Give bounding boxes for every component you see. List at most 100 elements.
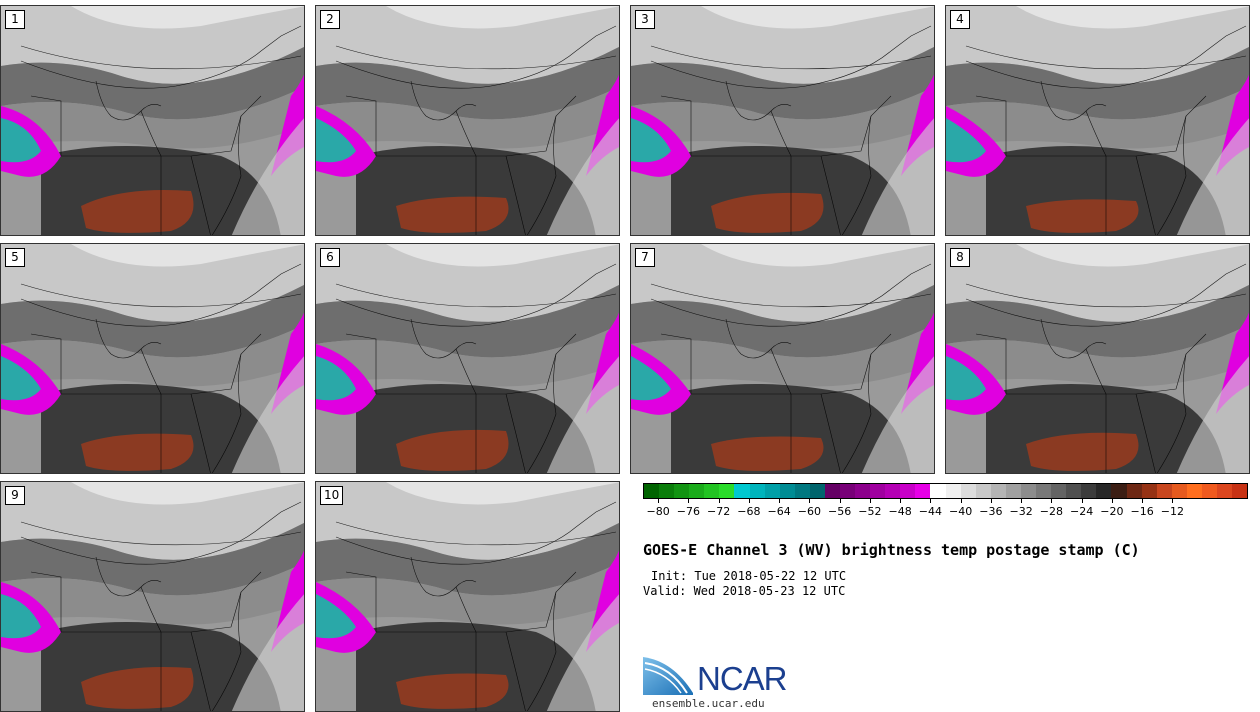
- colorbar-tick: [960, 499, 962, 503]
- colorbar-tick: [869, 499, 871, 503]
- colorbar-swatch: [719, 484, 735, 498]
- website-link[interactable]: ensemble.ucar.edu: [652, 697, 765, 710]
- map-panel: 2: [315, 5, 620, 236]
- colorbar-tick: [779, 499, 781, 503]
- init-time: Init: Tue 2018-05-22 12 UTC: [651, 569, 847, 583]
- colorbar-tick: [718, 499, 720, 503]
- colorbar-swatch: [659, 484, 675, 498]
- colorbar-tick-label: −40: [949, 505, 973, 518]
- panel-number: 3: [635, 10, 655, 29]
- water-vapor-map: [631, 6, 934, 235]
- colorbar: [643, 483, 1248, 499]
- map-panel: 3: [630, 5, 935, 236]
- colorbar-swatch: [885, 484, 901, 498]
- colorbar-swatch: [930, 484, 946, 498]
- panel-number: 10: [320, 486, 344, 505]
- water-vapor-map: [1, 244, 304, 473]
- colorbar-swatch: [1066, 484, 1082, 498]
- colorbar-tick-label: −16: [1130, 505, 1154, 518]
- figure-title: GOES-E Channel 3 (WV) brightness temp po…: [643, 541, 1140, 559]
- map-panel: 8: [945, 243, 1250, 474]
- colorbar-swatch: [1186, 484, 1202, 498]
- colorbar-tick: [809, 499, 811, 503]
- colorbar-tick-label: −12: [1160, 505, 1184, 518]
- map-panel: 9: [0, 481, 305, 712]
- colorbar-tick-label: −32: [1009, 505, 1033, 518]
- colorbar-swatch: [1216, 484, 1233, 498]
- water-vapor-map: [316, 6, 619, 235]
- colorbar-swatch: [915, 484, 931, 498]
- colorbar-swatch: [840, 484, 856, 498]
- colorbar-tick: [1021, 499, 1023, 503]
- colorbar-swatch: [689, 484, 705, 498]
- colorbar-swatch: [1081, 484, 1097, 498]
- map-panel: 6: [315, 243, 620, 474]
- valid-time: Valid: Wed 2018-05-23 12 UTC: [643, 584, 846, 598]
- colorbar-swatch: [809, 484, 825, 498]
- panel-number: 1: [5, 10, 25, 29]
- panel-number: 2: [320, 10, 340, 29]
- colorbar-swatch: [1036, 484, 1052, 498]
- water-vapor-map: [316, 482, 619, 711]
- ncar-logo-text: NCAR: [697, 660, 788, 697]
- colorbar-swatch: [1126, 484, 1142, 498]
- colorbar-swatch: [1096, 484, 1112, 498]
- colorbar-swatch: [1141, 484, 1157, 498]
- colorbar-tick: [900, 499, 902, 503]
- colorbar-tick-label: −20: [1100, 505, 1124, 518]
- colorbar-tick: [1051, 499, 1053, 503]
- colorbar-tick: [1172, 499, 1174, 503]
- colorbar-swatch: [855, 484, 871, 498]
- panel-number: 6: [320, 248, 340, 267]
- colorbar-tick-label: −44: [918, 505, 942, 518]
- map-panel: 10: [315, 481, 620, 712]
- water-vapor-map: [946, 6, 1249, 235]
- panel-number: 5: [5, 248, 25, 267]
- panel-number: 9: [5, 486, 25, 505]
- map-panel: 5: [0, 243, 305, 474]
- colorbar-tick: [990, 499, 992, 503]
- panel-number: 8: [950, 248, 970, 267]
- colorbar-swatch: [945, 484, 961, 498]
- colorbar-tick: [658, 499, 660, 503]
- colorbar-swatch: [1020, 484, 1037, 498]
- map-panel: 7: [630, 243, 935, 474]
- colorbar-swatch: [749, 484, 765, 498]
- colorbar-swatch: [704, 484, 720, 498]
- panel-number: 7: [635, 248, 655, 267]
- ncar-logo-icon: [643, 657, 693, 695]
- colorbar-swatch: [1232, 484, 1248, 498]
- water-vapor-map: [631, 244, 934, 473]
- colorbar-swatch: [870, 484, 886, 498]
- colorbar-swatch: [644, 484, 660, 498]
- colorbar-swatch: [990, 484, 1006, 498]
- colorbar-tick-label: −52: [858, 505, 882, 518]
- colorbar-swatch: [1111, 484, 1127, 498]
- colorbar-tick: [748, 499, 750, 503]
- colorbar-swatch: [794, 484, 810, 498]
- water-vapor-map: [316, 244, 619, 473]
- colorbar-tick: [688, 499, 690, 503]
- colorbar-swatch: [975, 484, 991, 498]
- colorbar-tick-label: −68: [737, 505, 761, 518]
- colorbar-tick-label: −60: [797, 505, 821, 518]
- colorbar-swatch: [674, 484, 690, 498]
- colorbar-swatch: [960, 484, 976, 498]
- colorbar-tick: [1111, 499, 1113, 503]
- colorbar-tick: [1142, 499, 1144, 503]
- colorbar-tick-label: −48: [888, 505, 912, 518]
- colorbar-swatch: [764, 484, 780, 498]
- colorbar-tick: [930, 499, 932, 503]
- colorbar-tick-label: −76: [676, 505, 700, 518]
- colorbar-tick-label: −72: [707, 505, 731, 518]
- water-vapor-map: [1, 482, 304, 711]
- map-panel: 4: [945, 5, 1250, 236]
- colorbar-swatch: [1156, 484, 1172, 498]
- colorbar-tick-label: −64: [767, 505, 791, 518]
- colorbar-swatch: [1005, 484, 1021, 498]
- colorbar-swatch: [824, 484, 841, 498]
- water-vapor-map: [1, 6, 304, 235]
- water-vapor-map: [946, 244, 1249, 473]
- colorbar-ticks: −80 −76 −72 −68 −64 −60 −56 −52 −48 −44 −40 −36 −32−…: [643, 499, 1248, 521]
- colorbar-swatch: [1171, 484, 1187, 498]
